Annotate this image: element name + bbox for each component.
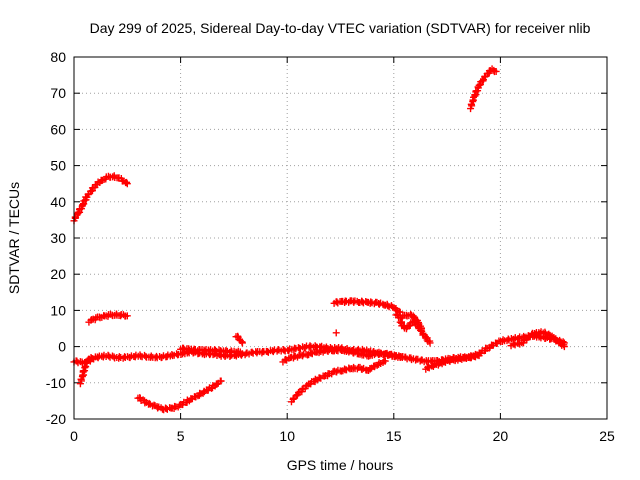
data-point — [213, 380, 221, 388]
y-tick-label: 60 — [50, 121, 66, 137]
data-point — [381, 357, 389, 365]
data-point — [426, 339, 434, 347]
y-tick-label: 80 — [50, 49, 66, 65]
y-tick-label: 40 — [50, 194, 66, 210]
y-tick-label: 50 — [50, 158, 66, 174]
y-tick-label: 70 — [50, 85, 66, 101]
data-point — [492, 67, 500, 75]
data-point — [440, 358, 448, 366]
x-tick-label: 10 — [279, 428, 295, 444]
chart-title: Day 299 of 2025, Sidereal Day-to-day VTE… — [90, 20, 591, 36]
data-point — [418, 325, 426, 332]
y-tick-label: 30 — [50, 230, 66, 246]
y-tick-label: -20 — [46, 411, 66, 427]
data-point — [282, 355, 290, 363]
series-arc-late-spread — [507, 328, 568, 351]
x-tick-label: 25 — [599, 428, 615, 444]
y-tick-label: -10 — [46, 375, 66, 391]
y-tick-label: 20 — [50, 266, 66, 282]
series-arc-mid-spike — [232, 332, 246, 347]
series-arc-trough — [134, 377, 225, 414]
data-point — [236, 348, 244, 356]
data-point — [123, 178, 131, 186]
data-point — [233, 349, 241, 357]
data-point — [123, 180, 131, 188]
y-tick-label: 0 — [58, 339, 66, 355]
data-point — [217, 377, 225, 385]
plot-frame — [73, 56, 608, 420]
data-point — [79, 201, 87, 209]
grid — [74, 57, 607, 419]
data-point — [541, 329, 549, 337]
series-arc-mid-plateau — [177, 344, 244, 357]
y-axis-label: SDTVAR / TECUs — [6, 182, 22, 294]
series-arc-dip-early — [76, 353, 95, 388]
data-point — [123, 312, 131, 320]
series-arc-recovery — [422, 331, 568, 373]
series-arc-plateau-12 — [330, 297, 404, 316]
series-arc-early-mid — [85, 310, 131, 326]
series-arc-high-late — [467, 65, 500, 113]
data-point — [238, 339, 246, 347]
series-arc-baseline — [70, 342, 483, 368]
axis-ticks: 0 5 10 15 20 25 -20 -10 0 10 20 30 40 50 60 70 80 — [46, 49, 615, 444]
data-point — [332, 329, 340, 337]
data-point — [81, 359, 89, 367]
x-axis-label: GPS time / hours — [287, 457, 394, 473]
series-arc-branch-15 — [392, 310, 426, 332]
series-arc-point-12 — [332, 329, 340, 337]
data-point — [295, 389, 303, 397]
data-point — [341, 346, 349, 354]
y-tick-label: 10 — [50, 302, 66, 318]
data-point — [87, 353, 95, 361]
data-point — [499, 336, 507, 344]
data-point — [398, 353, 406, 361]
series-arc-early-high — [70, 172, 131, 225]
x-tick-label: 5 — [177, 428, 185, 444]
data-point — [397, 352, 405, 360]
x-tick-label: 15 — [386, 428, 402, 444]
data-point — [475, 81, 483, 89]
data-points — [70, 65, 568, 414]
series-arc-rise-late — [287, 357, 389, 406]
data-point — [560, 343, 568, 351]
x-tick-label: 0 — [70, 428, 78, 444]
series-arc-secondary — [279, 345, 406, 366]
x-tick-label: 20 — [493, 428, 509, 444]
